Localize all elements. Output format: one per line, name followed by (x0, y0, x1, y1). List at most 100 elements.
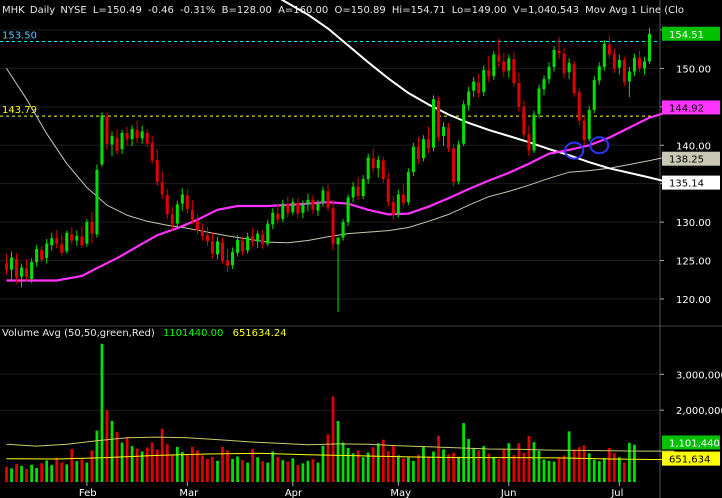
candle (100, 112, 104, 167)
volume-bar (371, 447, 375, 482)
candle (341, 219, 345, 241)
candle-body (602, 43, 606, 67)
candle (416, 136, 420, 164)
candle (472, 76, 476, 97)
candle (647, 27, 651, 64)
candle (195, 214, 199, 235)
candle (512, 52, 516, 87)
volume-bar (150, 442, 154, 482)
right-value-labels: 154.51 144.92 138.25 135.14 1,101,440 651,634 (662, 26, 720, 466)
right-value-tag: 651,634 (662, 451, 720, 466)
volume-bar (492, 456, 496, 482)
candle (210, 232, 214, 259)
candle (125, 126, 129, 146)
volume-bar (422, 446, 425, 482)
candle-body (210, 241, 214, 254)
candle (447, 122, 451, 153)
candle-body (346, 197, 350, 223)
candle-body (40, 249, 44, 260)
header-symbol: MHK (2, 5, 25, 16)
candle (391, 195, 395, 220)
volume-bar (55, 457, 59, 482)
volume-bar (40, 463, 44, 482)
candle-body (437, 100, 441, 137)
right-value-tag-text: 144.92 (669, 103, 704, 114)
volume-bar (236, 456, 239, 482)
volume-bar (60, 462, 64, 482)
volume-bar (602, 457, 606, 482)
candle-body (472, 81, 476, 91)
candle (552, 46, 556, 72)
candle-body (502, 61, 506, 72)
candle-body (205, 235, 209, 242)
candle-body (215, 241, 219, 255)
candle-body (5, 263, 9, 270)
candle-body (25, 268, 29, 277)
volume-bar (10, 468, 13, 482)
volume-bar (592, 459, 596, 482)
candle (462, 100, 466, 147)
moving-average-50 (6, 108, 675, 282)
candle (607, 35, 611, 59)
right-value-tag: 144.92 (662, 100, 720, 115)
candle-body (150, 142, 154, 161)
candle-body (522, 106, 526, 135)
candle (632, 53, 636, 77)
candle (205, 226, 209, 246)
volume-bar (572, 449, 576, 482)
candle (637, 50, 641, 73)
volume-bar (391, 445, 395, 482)
candle (20, 263, 24, 288)
moving-average-200 (6, 68, 675, 244)
candle-body (391, 202, 395, 216)
candle-body (251, 235, 255, 243)
candle (366, 153, 370, 184)
candle-body (612, 53, 616, 69)
candle-body (125, 132, 129, 140)
candle (431, 95, 435, 152)
candle (261, 229, 265, 249)
candle-body (135, 129, 139, 139)
candle (10, 251, 14, 280)
volume-bar (361, 457, 365, 482)
candle-body (321, 190, 325, 203)
candle-body (366, 157, 370, 180)
volume-bar (432, 451, 435, 482)
price-tick-label: 125.00 (676, 257, 711, 268)
candle (190, 200, 194, 225)
candle-body (160, 182, 164, 195)
volume-bar (316, 462, 320, 482)
candle-body (256, 233, 260, 242)
candle (241, 236, 245, 256)
volume-bar (70, 448, 74, 482)
volume-bar (241, 460, 244, 482)
candle (160, 171, 164, 200)
volume-bar (351, 453, 355, 482)
volume-bar (587, 453, 591, 482)
candle-body (487, 69, 491, 77)
header-low: Lo=149.00 (452, 5, 507, 16)
candle-body (336, 237, 340, 245)
candle (371, 148, 375, 173)
volume-bar (185, 454, 189, 482)
candle (522, 100, 526, 139)
candle-body (512, 59, 516, 84)
candle (306, 193, 310, 212)
right-value-tag: 154.51 (662, 26, 720, 41)
candle-body (70, 234, 74, 241)
candle (547, 62, 551, 84)
volume-bar (612, 453, 616, 482)
volume-bar (75, 461, 79, 482)
volume-bar (25, 469, 28, 482)
right-value-tag-text: 651,634 (669, 455, 710, 466)
volume-bar (201, 455, 204, 482)
candle-body (607, 44, 611, 55)
candles (5, 27, 651, 313)
moving-averages (6, 0, 675, 282)
candle-body (130, 129, 134, 140)
header-change-pct: -0.31% (180, 5, 215, 16)
volume-bar (386, 451, 390, 482)
candle (80, 225, 84, 249)
